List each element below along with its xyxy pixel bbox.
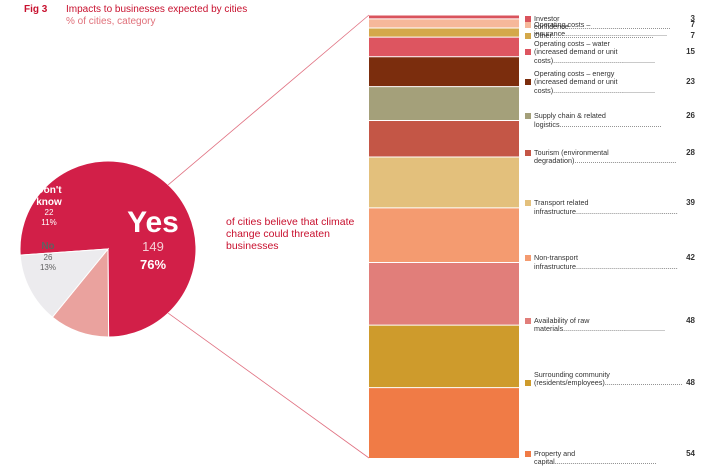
legend-item: Availability of raw materials...........… xyxy=(525,315,695,333)
legend-value: 39 xyxy=(686,198,695,208)
legend-swatch xyxy=(525,113,531,120)
pie-label-no: No xyxy=(41,241,54,252)
bar-segment xyxy=(369,387,519,458)
legend-item: Investor confidence.....................… xyxy=(525,13,695,31)
bar-segment xyxy=(369,37,519,57)
legend-swatch xyxy=(525,450,531,457)
pie-percent-dont-know: 11% xyxy=(41,218,56,227)
legend-swatch xyxy=(525,32,531,39)
pie-label-dont: Don't xyxy=(36,185,62,196)
pie-percent-yes: 76% xyxy=(140,257,166,272)
pie-caption: of cities believe that climate change co… xyxy=(226,216,355,252)
pie-label-know: know xyxy=(36,197,62,208)
legend-swatch xyxy=(525,255,531,262)
legend-label: Surrounding community (residents/employe… xyxy=(534,370,683,388)
legend-label: Operating costs – insurance.............… xyxy=(534,21,668,38)
pie-count-yes: 149 xyxy=(142,239,164,254)
pie-label-yes: Yes xyxy=(127,206,179,239)
bar-segment xyxy=(369,18,519,29)
pie-percent-no: 13% xyxy=(40,263,56,272)
legend-value: 54 xyxy=(686,448,695,458)
connector-upper xyxy=(167,14,370,186)
legend-swatch xyxy=(525,317,531,324)
legend-value: 48 xyxy=(686,315,695,325)
legend-item: Operating costs – energy (increased dema… xyxy=(525,70,695,94)
legend-label: Availability of raw materials...........… xyxy=(534,316,665,334)
legend-swatch xyxy=(525,380,531,387)
legend-swatch xyxy=(525,200,531,207)
pie-slice-yes xyxy=(19,160,197,338)
legend-value: 3 xyxy=(690,13,695,23)
legend-label: Supply chain & related logistics........… xyxy=(534,112,662,129)
legend-value: 7 xyxy=(690,20,695,30)
stacked-bar xyxy=(369,14,519,458)
bar-segment xyxy=(369,56,519,87)
legend-label: Investor confidence.....................… xyxy=(534,14,671,31)
bar-segment xyxy=(369,15,519,19)
legend-label: Property and capital....................… xyxy=(534,449,657,466)
figure-subtitle: % of cities, category xyxy=(66,16,156,27)
legend-value: 48 xyxy=(686,378,695,388)
legend-swatch xyxy=(525,22,531,29)
legend-label: Operating costs – water (increased deman… xyxy=(534,39,656,65)
pie-slice-no xyxy=(19,248,110,318)
legend-item: Other...................................… xyxy=(525,30,695,41)
legend-item: Operating costs – water (increased deman… xyxy=(525,40,695,64)
legend-value: 15 xyxy=(686,47,695,57)
legend-item: Tourism (environmental degradation).....… xyxy=(525,147,695,165)
legend-value: 42 xyxy=(686,253,695,263)
bar-segment xyxy=(369,207,519,263)
legend-item: Supply chain & related logistics........… xyxy=(525,111,695,128)
figure-title: Impacts to businesses expected by cities xyxy=(66,4,248,15)
legend-item: Property and capital....................… xyxy=(525,448,695,466)
legend-label: Other...................................… xyxy=(534,31,654,40)
legend-swatch xyxy=(525,15,531,22)
bar-segment xyxy=(369,262,519,326)
legend-value: 23 xyxy=(686,77,695,87)
legend-value: 26 xyxy=(686,111,695,121)
legend-item: Surrounding community (residents/employe… xyxy=(525,371,695,388)
legend-swatch xyxy=(525,149,531,156)
bar-segment xyxy=(369,157,519,208)
legend-item: Transport related infrastructure........… xyxy=(525,198,695,216)
legend-label: Operating costs – energy (increased dema… xyxy=(534,69,656,95)
legend-swatch xyxy=(525,79,531,86)
figure-label: Fig 3 xyxy=(24,4,48,15)
pie-count-no: 26 xyxy=(44,253,53,262)
connector-lines xyxy=(167,14,370,459)
legend-swatch xyxy=(525,49,531,56)
legend-value: 28 xyxy=(686,147,695,157)
legend-label: Non-transport infrastructure............… xyxy=(534,254,678,271)
bar-segment xyxy=(369,120,519,158)
connector-lower xyxy=(168,312,370,459)
legend-item: Operating costs – insurance.............… xyxy=(525,20,695,38)
legend-label: Transport related infrastructure........… xyxy=(534,199,678,216)
bar-segment xyxy=(369,325,519,388)
pie-count-dont-know: 22 xyxy=(45,208,54,217)
bar-segment xyxy=(369,28,519,38)
legend-value: 7 xyxy=(690,30,695,40)
bar-segment xyxy=(369,86,519,121)
legend-label: Tourism (environmental degradation).....… xyxy=(534,148,677,166)
legend-item: Non-transport infrastructure............… xyxy=(525,253,695,270)
